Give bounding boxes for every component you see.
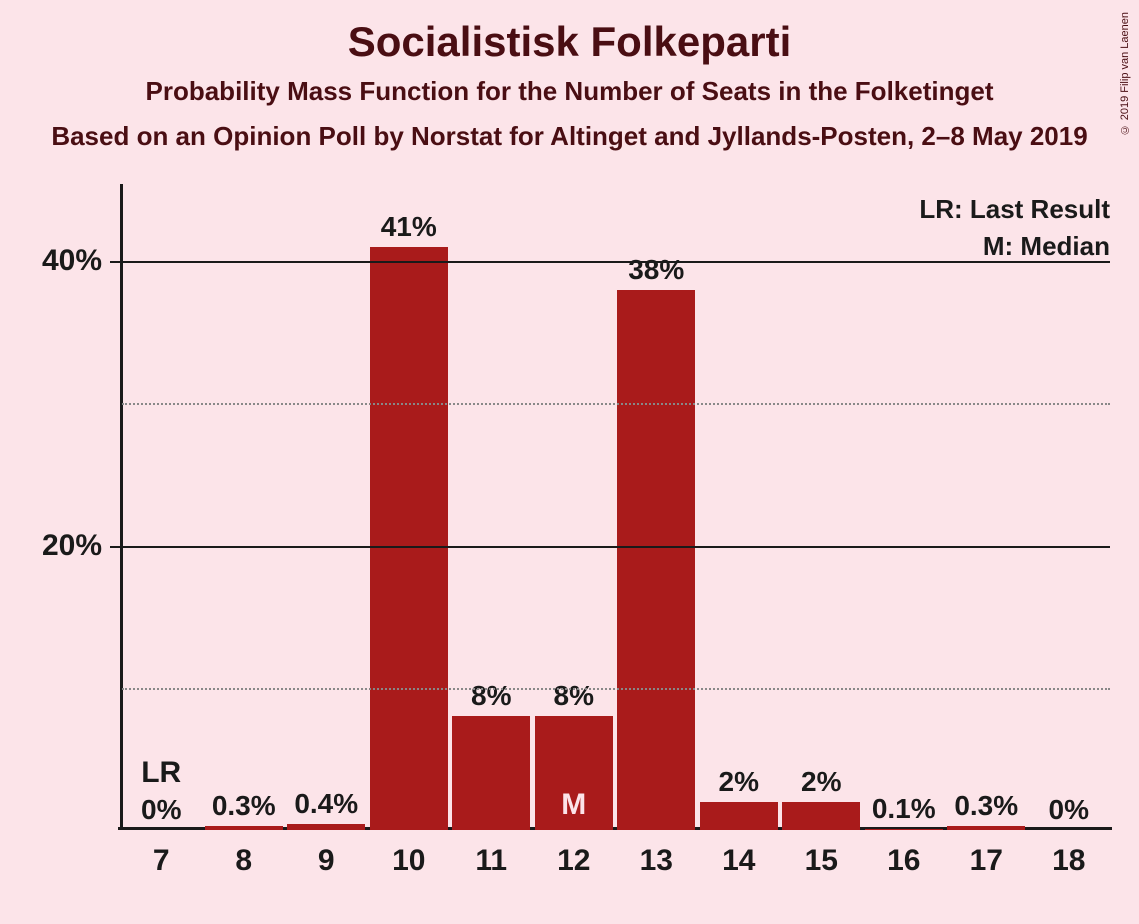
bar-slot: 2%14: [698, 190, 781, 830]
bar-value-label: 0.1%: [872, 793, 936, 825]
x-tick-label: 12: [557, 844, 590, 878]
y-tick-label: 40%: [42, 244, 102, 278]
y-tick-mark: [110, 261, 120, 263]
bar-slot: 8%M12: [533, 190, 616, 830]
bar-slot: 0%18: [1028, 190, 1111, 830]
grid-major: [122, 546, 1110, 548]
bar: 2%: [782, 802, 860, 830]
bar-value-label: 0%: [1049, 794, 1089, 826]
bar-slot: 41%10: [368, 190, 451, 830]
x-tick-label: 15: [805, 844, 838, 878]
x-tick-label: 16: [887, 844, 920, 878]
bar: 2%: [700, 802, 778, 830]
bar-value-label: 2%: [719, 766, 759, 798]
bar-slot: 0.1%16: [863, 190, 946, 830]
bar: 0.4%: [287, 824, 365, 830]
grid-minor: [122, 688, 1110, 690]
bar-value-label: 38%: [628, 254, 684, 286]
bar: 0.3%: [947, 826, 1025, 830]
bar-value-label: 0%: [141, 794, 181, 826]
bar-value-label: 0.4%: [294, 788, 358, 820]
bar-slot: 0.3%17: [945, 190, 1028, 830]
chart-subtitle-1: Probability Mass Function for the Number…: [0, 76, 1139, 107]
bars-container: 0%LR70.3%80.4%941%108%118%M1238%132%142%…: [120, 190, 1110, 830]
bar-value-label: 0.3%: [954, 790, 1018, 822]
bar-value-label: 8%: [471, 680, 511, 712]
copyright-text: © 2019 Filip van Laenen: [1119, 12, 1131, 135]
bar-slot: 38%13: [615, 190, 698, 830]
grid-minor: [122, 403, 1110, 405]
x-tick-label: 11: [475, 844, 507, 878]
bar-value-label: 0.3%: [212, 790, 276, 822]
bar: 0.3%: [205, 826, 283, 830]
bar: 8%: [452, 716, 530, 830]
bar-slot: 0.3%8: [203, 190, 286, 830]
chart-plot-area: LR: Last Result M: Median 0%LR70.3%80.4%…: [120, 190, 1110, 830]
bar-slot: 8%11: [450, 190, 533, 830]
x-tick-label: 17: [970, 844, 1003, 878]
x-tick-label: 14: [722, 844, 755, 878]
x-tick-label: 18: [1052, 844, 1085, 878]
x-tick-label: 7: [153, 844, 170, 878]
x-tick-label: 8: [235, 844, 252, 878]
chart-title: Socialistisk Folkeparti: [0, 18, 1139, 66]
chart-subtitle-2: Based on an Opinion Poll by Norstat for …: [0, 121, 1139, 152]
bar-slot: 2%15: [780, 190, 863, 830]
y-tick-label: 20%: [42, 529, 102, 563]
y-tick-mark: [110, 546, 120, 548]
last-result-marker: LR: [141, 756, 181, 790]
bar: 41%: [370, 247, 448, 830]
bar-value-label: 8%: [554, 680, 594, 712]
x-tick-label: 10: [392, 844, 425, 878]
x-tick-label: 13: [640, 844, 673, 878]
bar-value-label: 2%: [801, 766, 841, 798]
bar: 38%: [617, 290, 695, 830]
bar: 0.1%: [865, 829, 943, 830]
bar-slot: 0%LR7: [120, 190, 203, 830]
median-marker: M: [561, 788, 586, 822]
bar-slot: 0.4%9: [285, 190, 368, 830]
bar: 8%M: [535, 716, 613, 830]
bar-value-label: 41%: [381, 211, 437, 243]
grid-major: [122, 261, 1110, 263]
x-tick-label: 9: [318, 844, 335, 878]
